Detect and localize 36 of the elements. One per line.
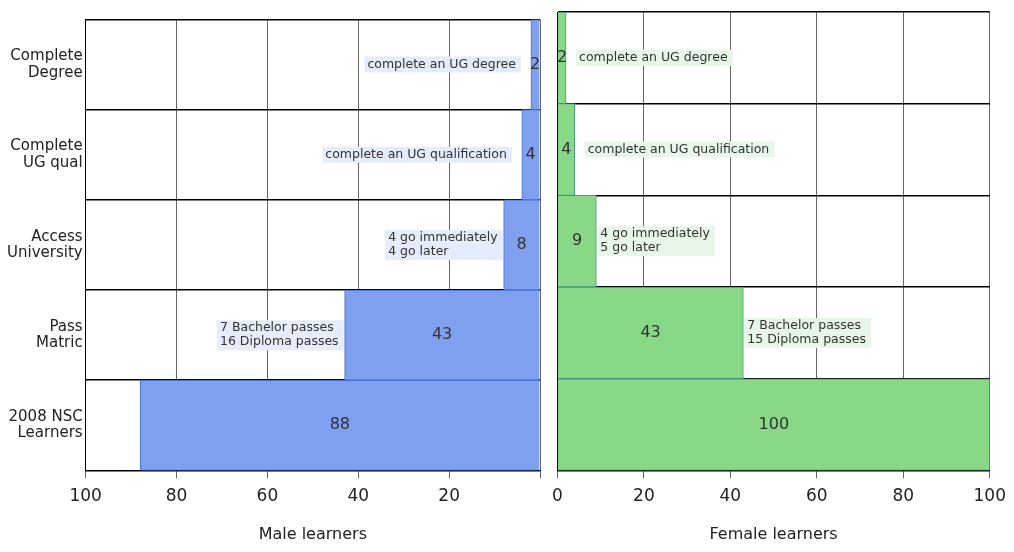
- data-label: 8: [516, 234, 527, 254]
- data-label: 4: [561, 138, 572, 158]
- x-tick-label: 40: [347, 485, 370, 506]
- annotation: 4 go immediately 4 go later: [388, 229, 499, 259]
- annotation: complete an UG qualification: [325, 146, 507, 162]
- y-tick-label: 2008 NSC Learners: [8, 406, 83, 442]
- x-tick-label: 40: [719, 485, 742, 506]
- x-axis-title: Female learners: [709, 523, 838, 543]
- data-label: 43: [640, 322, 661, 342]
- x-tick-label: 60: [806, 485, 828, 506]
- x-tick-label: 100: [973, 485, 1006, 506]
- x-tick-label: 0: [551, 485, 563, 506]
- annotation: 7 Bachelor passes 15 Diploma passes: [747, 317, 866, 347]
- annotation: complete an UG degree: [579, 49, 728, 65]
- x-tick-label: 80: [165, 485, 188, 506]
- data-label: 2: [530, 53, 541, 73]
- annotation: 4 go immediately 5 go later: [600, 225, 711, 255]
- x-tick-label: 100: [69, 485, 102, 506]
- data-label: 43: [431, 324, 453, 344]
- y-tick-label: Access University: [6, 226, 83, 262]
- y-tick-label: Complete UG qual: [10, 136, 83, 171]
- x-tick-label: 20: [633, 485, 655, 506]
- data-label: 4: [525, 143, 536, 163]
- data-label: 9: [572, 230, 583, 250]
- data-label: 2: [556, 47, 568, 66]
- annotation: complete an UG qualification: [587, 140, 770, 156]
- data-label: 88: [329, 414, 351, 434]
- y-tick-label: Pass Matric: [36, 316, 83, 352]
- x-tick-label: 80: [892, 485, 915, 506]
- y-tick-label: Complete Degree: [10, 46, 83, 81]
- x-tick-label: 20: [438, 485, 460, 506]
- x-tick-label: 60: [256, 485, 279, 506]
- annotation: complete an UG degree: [367, 55, 517, 71]
- annotation: 7 Bachelor passes 16 Diploma passes: [219, 319, 339, 349]
- data-label: 100: [758, 413, 790, 433]
- x-axis-title: Male learners: [258, 523, 367, 543]
